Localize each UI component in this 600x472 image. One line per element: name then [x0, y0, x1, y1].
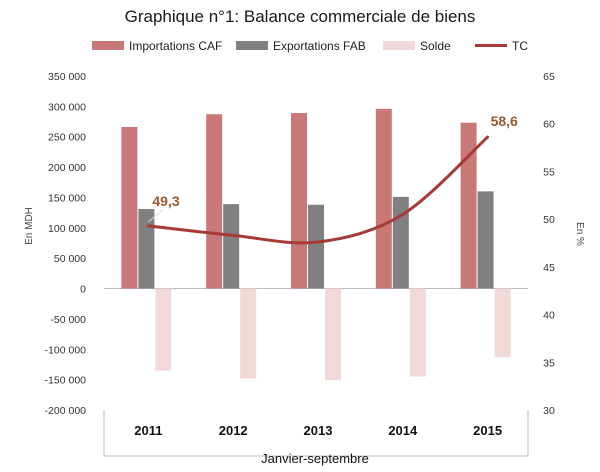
y-tick-label: 150 000 — [48, 192, 86, 204]
x-tick-label: 2014 — [388, 423, 418, 438]
y2-tick-label: 55 — [543, 166, 555, 178]
chart-title: Graphique n°1: Balance commerciale de bi… — [125, 7, 476, 26]
y2-tick-label: 30 — [543, 405, 555, 417]
y-tick-label: 200 000 — [48, 162, 86, 174]
y-tick-label: 100 000 — [48, 223, 86, 235]
tc-line-group — [146, 135, 490, 245]
y-tick-label: 300 000 — [48, 101, 86, 113]
y-tick-label: 50 000 — [54, 253, 86, 265]
y-tick-label: -100 000 — [45, 344, 87, 356]
annotation-label: 49,3 — [152, 193, 179, 209]
bar-importations-caf — [206, 114, 223, 289]
legend-swatch-importations-caf — [92, 41, 124, 50]
bar-exportations-fab — [308, 204, 324, 289]
bar-solde — [409, 288, 426, 377]
y-tick-label: 0 — [80, 284, 86, 296]
x-axis-title: Janvier-septembre — [261, 451, 369, 466]
legend-label-exportations-fab: Exportations FAB — [273, 39, 366, 53]
bar-importations-caf — [460, 122, 477, 289]
legend-swatch-solde — [383, 41, 415, 50]
legend-label-solde: Solde — [420, 39, 451, 53]
bars — [121, 108, 511, 381]
bar-importations-caf — [375, 108, 392, 289]
bar-solde — [155, 288, 172, 371]
annotations: 49,3 58,6 — [148, 113, 518, 223]
y2-tick-label: 45 — [543, 262, 555, 274]
y-tick-label: -50 000 — [50, 314, 86, 326]
y-tick-label: -200 000 — [45, 405, 87, 417]
annotation-label: 58,6 — [491, 113, 518, 129]
annotation-leader — [148, 209, 163, 223]
y2-tick-label: 60 — [543, 119, 555, 131]
bar-exportations-fab — [138, 208, 155, 289]
bar-solde — [240, 288, 257, 379]
legend: Importations CAF Exportations FAB Solde TC — [92, 39, 528, 53]
y2-tick-label: 65 — [543, 71, 555, 83]
bar-solde — [325, 288, 341, 381]
x-tick-label: 2011 — [134, 423, 162, 438]
legend-label-tc: TC — [512, 39, 528, 53]
y-tick-label: -150 000 — [45, 375, 87, 387]
bar-importations-caf — [121, 127, 138, 289]
bar-exportations-fab — [477, 191, 494, 289]
y2-axis-title: En % — [574, 222, 585, 246]
legend-label-importations-caf: Importations CAF — [129, 39, 222, 53]
y2-tick-label: 35 — [543, 357, 555, 369]
bar-solde — [494, 288, 511, 358]
y-tick-label: 250 000 — [48, 132, 86, 144]
x-tick-label: 2013 — [304, 423, 333, 438]
y-axis-title: En MDH — [24, 207, 35, 245]
y-tick-label: 350 000 — [48, 71, 86, 83]
bar-importations-caf — [291, 113, 307, 289]
bar-exportations-fab — [392, 196, 409, 289]
legend-swatch-exportations-fab — [236, 41, 268, 50]
tc-line — [146, 135, 490, 245]
y2-tick-label: 40 — [543, 310, 555, 322]
x-tick-label: 2015 — [473, 423, 502, 438]
bar-exportations-fab — [223, 204, 240, 289]
x-tick-label: 2012 — [219, 423, 248, 438]
y2-tick-label: 50 — [543, 214, 555, 226]
